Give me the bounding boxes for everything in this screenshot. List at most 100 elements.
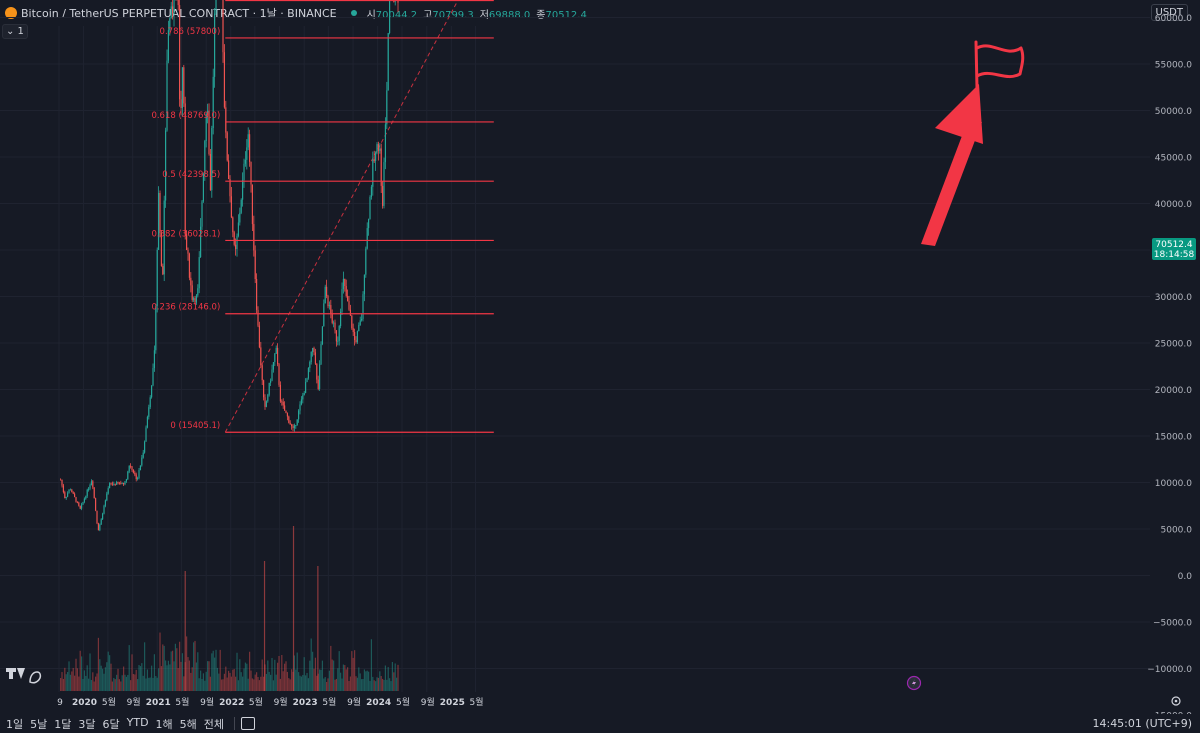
volume-bar bbox=[86, 665, 88, 691]
symbol-title[interactable]: Bitcoin / TetherUS PERPETUAL CONTRACT · … bbox=[21, 7, 337, 20]
volume-bar bbox=[222, 679, 224, 691]
volume-bar bbox=[209, 676, 212, 691]
candle-body bbox=[111, 483, 114, 485]
candle-body bbox=[149, 397, 151, 408]
volume-bar bbox=[149, 677, 151, 691]
timeframe-button[interactable]: 1해 bbox=[155, 717, 173, 731]
timeframe-button[interactable]: 1달 bbox=[54, 717, 72, 731]
volume-bar bbox=[356, 677, 359, 691]
volume-bar bbox=[284, 663, 286, 691]
y-tick-label: 15000.0 bbox=[1155, 433, 1192, 443]
candle-body bbox=[117, 481, 119, 483]
volume-bar bbox=[72, 667, 74, 691]
candle-body bbox=[253, 224, 255, 251]
candle-body bbox=[82, 501, 84, 505]
volume-bar bbox=[312, 651, 314, 691]
y-tick-label: 20000.0 bbox=[1155, 386, 1192, 396]
candle-body bbox=[113, 483, 115, 485]
x-tick-label: 2023 bbox=[293, 698, 318, 708]
candle-body bbox=[384, 124, 387, 163]
x-tick-label: 2025 bbox=[440, 698, 465, 708]
candle-body bbox=[321, 326, 324, 345]
volume-bar bbox=[155, 676, 157, 691]
candle-body bbox=[193, 298, 195, 300]
volume-bar bbox=[326, 681, 328, 691]
volume-bar bbox=[142, 675, 144, 691]
volume-bar bbox=[281, 654, 283, 691]
y-tick-label: 45000.0 bbox=[1155, 154, 1192, 164]
volume-bar bbox=[393, 672, 395, 691]
candle-body bbox=[307, 367, 310, 379]
timeframe-button[interactable]: 전체 bbox=[203, 717, 225, 731]
candle-body bbox=[324, 286, 326, 304]
candle-body bbox=[197, 288, 199, 296]
volume-bar bbox=[214, 657, 216, 691]
candle-body bbox=[316, 363, 318, 380]
volume-bar bbox=[190, 672, 192, 691]
x-tick-label: 5월 bbox=[102, 696, 116, 708]
candle-body bbox=[389, 0, 391, 34]
candle-body bbox=[75, 497, 77, 502]
volume-bar bbox=[181, 653, 184, 691]
candle-body bbox=[275, 347, 277, 354]
trendline bbox=[224, 0, 459, 433]
volume-bar bbox=[138, 665, 140, 691]
candle-body bbox=[127, 471, 129, 480]
price-chart[interactable]: 1.618 (102755.8)1.382 (90014.9)1.12 (758… bbox=[0, 0, 1200, 714]
volume-bar bbox=[102, 668, 104, 691]
clock[interactable]: 14:45:01 (UTC+9) bbox=[1092, 717, 1192, 730]
volume-bar bbox=[162, 644, 164, 691]
timeframe-button[interactable]: 5해 bbox=[179, 717, 197, 731]
candle-body bbox=[124, 481, 126, 485]
candle-body bbox=[375, 152, 377, 161]
candle-body bbox=[239, 212, 241, 223]
candle-body bbox=[68, 489, 70, 494]
volume-bar bbox=[88, 678, 90, 691]
candle-body bbox=[340, 311, 342, 327]
volume-bar bbox=[347, 667, 349, 691]
volume-bar bbox=[389, 678, 391, 691]
volume-bar bbox=[109, 655, 111, 691]
candle-body bbox=[128, 465, 130, 472]
candle-body bbox=[361, 318, 363, 321]
volume-bar bbox=[123, 666, 125, 691]
candle-body bbox=[144, 441, 146, 453]
candle-body bbox=[247, 134, 249, 148]
volume-bar bbox=[331, 659, 333, 691]
candle-body bbox=[300, 399, 303, 405]
candle-body bbox=[90, 481, 93, 486]
calendar-range-icon[interactable] bbox=[241, 717, 256, 730]
timeframe-button[interactable]: 1일 bbox=[6, 717, 24, 731]
volume-bar bbox=[386, 679, 388, 691]
volume-bar bbox=[106, 662, 108, 691]
candle-body bbox=[387, 33, 389, 91]
volume-bar bbox=[306, 672, 308, 691]
timeframe-button[interactable]: 3달 bbox=[78, 717, 96, 731]
volume-bar bbox=[261, 659, 263, 691]
volume-bar bbox=[130, 680, 132, 691]
candle-body bbox=[158, 192, 160, 250]
candle-body bbox=[160, 232, 163, 267]
timeframe-button[interactable]: 6달 bbox=[102, 717, 120, 731]
timeframe-button[interactable]: YTD bbox=[126, 715, 149, 729]
volume-bar bbox=[212, 650, 214, 691]
volume-bar bbox=[354, 650, 356, 691]
price-tag-countdown: 18:14:58 bbox=[1154, 250, 1195, 260]
y-tick-label: −10000.0 bbox=[1147, 665, 1192, 675]
candle-body bbox=[202, 173, 205, 202]
candle-body bbox=[296, 419, 298, 426]
volume-bar bbox=[396, 677, 398, 691]
collapse-legend-button[interactable]: ⌄ 1 bbox=[2, 24, 28, 39]
drawings bbox=[921, 40, 1025, 246]
volume-bar bbox=[153, 654, 156, 691]
currency-selector[interactable]: USDT bbox=[1150, 4, 1188, 21]
volume-bar bbox=[97, 637, 100, 691]
candle-body bbox=[93, 487, 95, 499]
tradingview-logo bbox=[6, 668, 42, 684]
y-tick-label: 5000.0 bbox=[1161, 526, 1193, 536]
candle-body bbox=[293, 425, 296, 429]
timeframe-button[interactable]: 5날 bbox=[30, 717, 48, 731]
candle-body bbox=[359, 320, 361, 326]
candle-body bbox=[342, 278, 345, 290]
candle-body bbox=[370, 186, 373, 198]
